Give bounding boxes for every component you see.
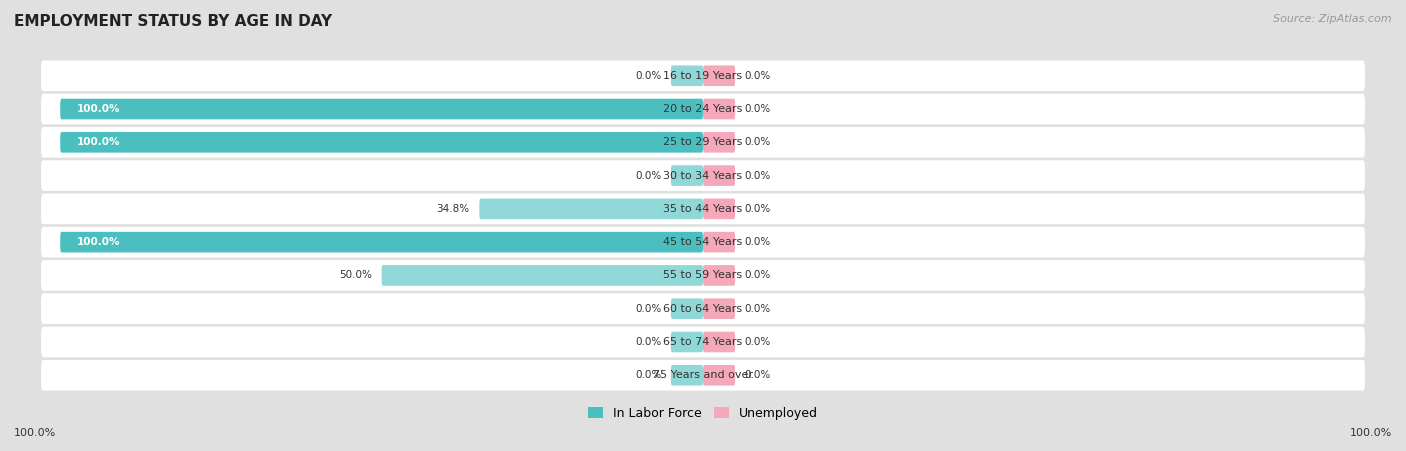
Text: 60 to 64 Years: 60 to 64 Years: [664, 304, 742, 314]
FancyBboxPatch shape: [703, 331, 735, 352]
Text: 0.0%: 0.0%: [636, 71, 661, 81]
Text: 100.0%: 100.0%: [76, 104, 120, 114]
FancyBboxPatch shape: [703, 232, 735, 253]
Text: 0.0%: 0.0%: [745, 137, 770, 147]
FancyBboxPatch shape: [703, 132, 735, 152]
Text: 100.0%: 100.0%: [1350, 428, 1392, 438]
Text: 0.0%: 0.0%: [745, 304, 770, 314]
FancyBboxPatch shape: [671, 65, 703, 86]
Text: 30 to 34 Years: 30 to 34 Years: [664, 170, 742, 180]
FancyBboxPatch shape: [479, 198, 703, 219]
FancyBboxPatch shape: [41, 94, 1365, 124]
FancyBboxPatch shape: [381, 265, 703, 286]
Text: 0.0%: 0.0%: [636, 170, 661, 180]
FancyBboxPatch shape: [703, 65, 735, 86]
FancyBboxPatch shape: [671, 331, 703, 352]
FancyBboxPatch shape: [41, 60, 1365, 91]
FancyBboxPatch shape: [41, 193, 1365, 224]
FancyBboxPatch shape: [41, 127, 1365, 157]
FancyBboxPatch shape: [41, 327, 1365, 357]
FancyBboxPatch shape: [41, 227, 1365, 258]
Text: 75 Years and over: 75 Years and over: [652, 370, 754, 380]
Text: 0.0%: 0.0%: [745, 337, 770, 347]
Text: EMPLOYMENT STATUS BY AGE IN DAY: EMPLOYMENT STATUS BY AGE IN DAY: [14, 14, 332, 28]
Text: 50.0%: 50.0%: [339, 271, 373, 281]
FancyBboxPatch shape: [703, 299, 735, 319]
FancyBboxPatch shape: [703, 198, 735, 219]
Text: 20 to 24 Years: 20 to 24 Years: [664, 104, 742, 114]
FancyBboxPatch shape: [60, 232, 703, 253]
Text: 0.0%: 0.0%: [636, 337, 661, 347]
Text: 0.0%: 0.0%: [745, 104, 770, 114]
Text: 0.0%: 0.0%: [745, 271, 770, 281]
FancyBboxPatch shape: [41, 360, 1365, 391]
FancyBboxPatch shape: [41, 160, 1365, 191]
Text: 16 to 19 Years: 16 to 19 Years: [664, 71, 742, 81]
Text: 0.0%: 0.0%: [745, 237, 770, 247]
FancyBboxPatch shape: [703, 265, 735, 286]
Legend: In Labor Force, Unemployed: In Labor Force, Unemployed: [583, 402, 823, 425]
Text: 100.0%: 100.0%: [76, 237, 120, 247]
FancyBboxPatch shape: [60, 132, 703, 152]
FancyBboxPatch shape: [41, 260, 1365, 291]
Text: 34.8%: 34.8%: [436, 204, 470, 214]
Text: 55 to 59 Years: 55 to 59 Years: [664, 271, 742, 281]
FancyBboxPatch shape: [671, 299, 703, 319]
Text: 45 to 54 Years: 45 to 54 Years: [664, 237, 742, 247]
Text: 100.0%: 100.0%: [76, 137, 120, 147]
Text: 65 to 74 Years: 65 to 74 Years: [664, 337, 742, 347]
Text: 35 to 44 Years: 35 to 44 Years: [664, 204, 742, 214]
FancyBboxPatch shape: [671, 165, 703, 186]
Text: 0.0%: 0.0%: [745, 204, 770, 214]
Text: 0.0%: 0.0%: [636, 370, 661, 380]
FancyBboxPatch shape: [703, 365, 735, 386]
Text: 0.0%: 0.0%: [745, 370, 770, 380]
FancyBboxPatch shape: [703, 165, 735, 186]
Text: 0.0%: 0.0%: [745, 170, 770, 180]
Text: 25 to 29 Years: 25 to 29 Years: [664, 137, 742, 147]
FancyBboxPatch shape: [60, 99, 703, 120]
Text: Source: ZipAtlas.com: Source: ZipAtlas.com: [1274, 14, 1392, 23]
Text: 100.0%: 100.0%: [14, 428, 56, 438]
FancyBboxPatch shape: [671, 365, 703, 386]
FancyBboxPatch shape: [703, 99, 735, 120]
Text: 0.0%: 0.0%: [745, 71, 770, 81]
FancyBboxPatch shape: [41, 294, 1365, 324]
Text: 0.0%: 0.0%: [636, 304, 661, 314]
